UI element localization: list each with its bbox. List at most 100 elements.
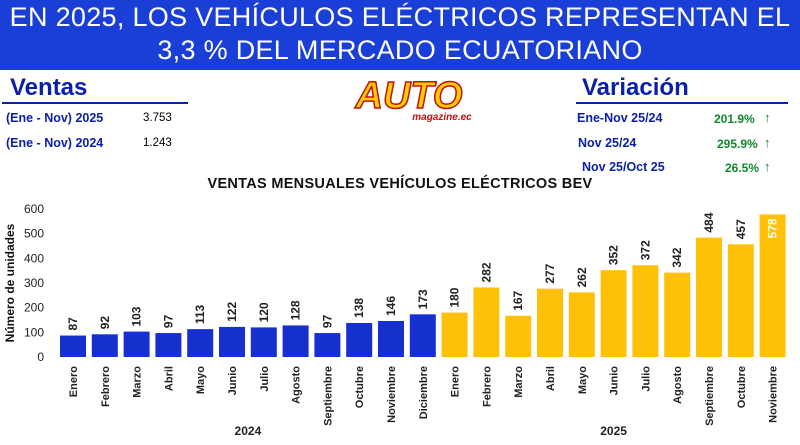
data-label: 97 <box>161 314 175 328</box>
data-label: 97 <box>320 314 334 328</box>
year-label-2024: 2024 <box>235 424 262 438</box>
x-tick-label: Marzo <box>132 366 144 398</box>
data-label: 282 <box>479 262 493 282</box>
bar-2025-julio <box>632 265 659 357</box>
bar-2024-noviembre <box>378 320 404 357</box>
data-label: 103 <box>130 306 144 326</box>
bar-2024-julio <box>250 327 277 357</box>
bar-2025-mayo <box>568 292 595 357</box>
x-tick-label: Agosto <box>672 366 684 404</box>
y-tick-label: 200 <box>24 301 44 315</box>
ventas-label-2025: (Ene - Nov) 2025 <box>6 111 104 125</box>
bar-2025-noviembre <box>759 214 786 357</box>
bar-2025-abril <box>537 288 563 357</box>
banner-line-2: 3,3 % DEL MERCADO ECUATORIANO <box>157 35 643 65</box>
y-tick-label: 100 <box>24 325 44 339</box>
x-tick-label: Julio <box>259 366 271 392</box>
ventas-underline <box>2 102 188 104</box>
x-tick-label: Abril <box>163 366 175 391</box>
variacion-title: Variación <box>582 74 689 101</box>
data-label: 173 <box>416 289 430 309</box>
x-tick-label: Diciembre <box>418 366 430 419</box>
x-tick-label: Septiembre <box>322 366 334 426</box>
y-tick-label: 300 <box>24 276 44 290</box>
y-axis-label: Número de unidades <box>3 223 17 342</box>
x-tick-label: Noviembre <box>386 366 398 423</box>
data-label: 262 <box>575 267 589 287</box>
y-tick-label: 600 <box>24 202 44 216</box>
x-tick-label: Octubre <box>736 366 748 408</box>
bar-2024-diciembre <box>409 314 436 357</box>
up-arrow-icon: ↑ <box>764 159 771 174</box>
up-arrow-icon: ↑ <box>764 110 771 125</box>
bar-2025-agosto <box>664 272 691 357</box>
y-tick-label: 400 <box>24 251 44 265</box>
bar-chart: 0 100 200 300 400 500 600 Número de unidades 87 E… <box>3 202 786 438</box>
bar-2024-abril <box>155 333 182 357</box>
data-label: 484 <box>702 212 716 232</box>
bar-2025-enero <box>441 312 468 357</box>
bar-2024-marzo <box>123 331 150 357</box>
data-label: 180 <box>448 287 462 307</box>
data-label: 277 <box>543 263 557 283</box>
bar-2024-junio <box>219 326 245 357</box>
variacion-label-3: Nov 25/Oct 25 <box>582 160 665 174</box>
bar-2025-octubre <box>727 244 754 357</box>
bar-2025-junio <box>600 270 627 357</box>
variacion-value-1: 201.9% <box>714 112 755 126</box>
data-label: 128 <box>289 300 303 320</box>
x-tick-label: Junio <box>227 366 239 396</box>
y-tick-label: 500 <box>24 227 44 241</box>
bar-2024-enero <box>60 335 86 357</box>
variacion-underline <box>576 102 788 104</box>
variacion-value-3: 26.5% <box>725 161 760 175</box>
x-tick-label: Enero <box>68 366 80 397</box>
bar-2025-febrero <box>473 287 500 357</box>
x-tick-label: Septiembre <box>704 366 716 426</box>
x-tick-label: Abril <box>545 366 557 391</box>
data-label: 352 <box>607 245 621 265</box>
bar-2024-agosto <box>282 325 309 357</box>
bar-2025-septiembre <box>696 237 722 357</box>
data-label: 92 <box>98 316 112 330</box>
x-tick-label: Octubre <box>354 366 366 408</box>
bar-2024-febrero <box>91 334 118 357</box>
chart-title: VENTAS MENSUALES VEHÍCULOS ELÉCTRICOS BE… <box>207 176 593 192</box>
automagazine-logo: AUTO magazine.ec <box>354 76 472 122</box>
x-tick-label: Enero <box>450 366 462 397</box>
ventas-value-2025: 3.753 <box>143 112 172 124</box>
up-arrow-icon: ↑ <box>764 135 771 150</box>
bar-2024-mayo <box>187 329 214 357</box>
x-tick-label: Junio <box>609 366 621 396</box>
ventas-title: Ventas <box>10 74 88 101</box>
x-tick-label: Mayo <box>577 366 589 394</box>
x-tick-label: Agosto <box>291 366 303 404</box>
data-label: 146 <box>384 296 398 316</box>
logo-sub-text: magazine.ec <box>412 112 472 122</box>
data-label: 120 <box>257 302 271 322</box>
x-tick-label: Marzo <box>513 366 525 398</box>
data-label: 578 <box>766 218 780 238</box>
x-tick-label: Mayo <box>195 366 207 394</box>
x-tick-label: Febrero <box>481 366 493 407</box>
data-label: 457 <box>734 219 748 239</box>
logo-main-text: AUTO <box>355 76 463 117</box>
variacion-value-2: 295.9% <box>717 137 758 151</box>
data-label: 138 <box>352 298 366 318</box>
data-label: 342 <box>670 247 684 267</box>
bar-2025-marzo <box>505 315 532 357</box>
bar-2024-octubre <box>346 322 373 357</box>
variacion-label-1: Ene-Nov 25/24 <box>577 111 663 125</box>
x-tick-label: Febrero <box>100 366 112 407</box>
x-tick-label: Julio <box>640 366 652 392</box>
data-label: 167 <box>511 290 525 310</box>
data-label: 113 <box>193 304 207 324</box>
x-tick-label: Noviembre <box>768 366 780 423</box>
ventas-label-2024: (Ene - Nov) 2024 <box>6 136 104 150</box>
y-tick-label: 0 <box>37 350 44 364</box>
year-label-2025: 2025 <box>600 424 627 438</box>
data-label: 122 <box>225 302 239 322</box>
variacion-label-2: Nov 25/24 <box>578 136 637 150</box>
data-label: 87 <box>66 317 80 331</box>
title-banner: EN 2025, LOS VEHÍCULOS ELÉCTRICOS REPRES… <box>0 0 800 70</box>
